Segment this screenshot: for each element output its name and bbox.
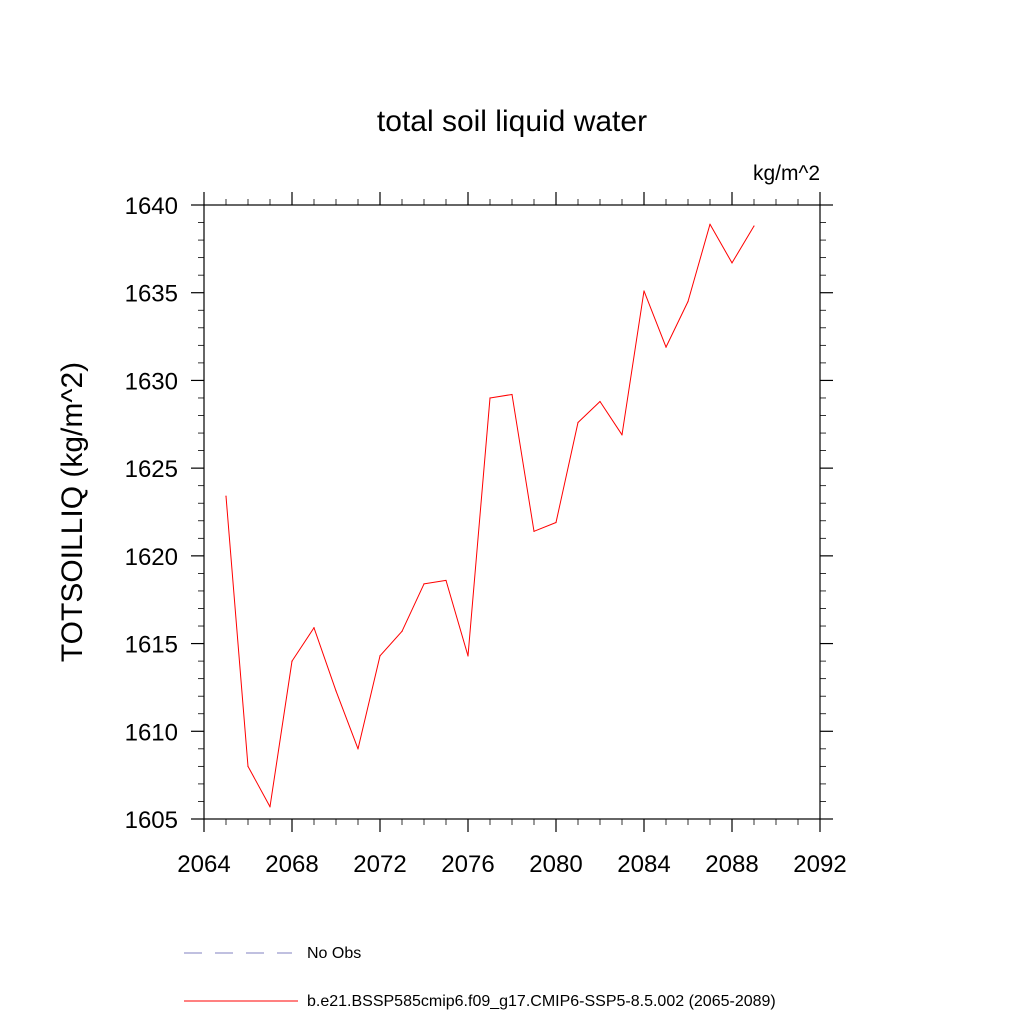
data-point <box>643 290 645 292</box>
y-tick-label: 1615 <box>125 632 178 659</box>
y-tick-label: 1635 <box>125 281 178 308</box>
data-point <box>401 630 403 632</box>
y-tick-label: 1630 <box>125 368 178 395</box>
data-point <box>225 495 227 497</box>
line-segment <box>687 223 711 302</box>
tick-labels: 2064 2068 2072 2076 2080 2084 2088 2092 1605 1610… <box>125 193 847 878</box>
data-point <box>621 434 623 436</box>
y-tick-label: 1640 <box>125 193 178 220</box>
data-point <box>445 579 447 582</box>
line-segment <box>643 290 667 348</box>
line-segment <box>621 290 645 436</box>
data-point <box>357 748 359 750</box>
data-point <box>269 806 271 808</box>
legend-label-no-obs: No Obs <box>307 945 361 962</box>
data-point <box>731 262 733 264</box>
line-segment <box>577 400 601 424</box>
line-segment <box>247 765 271 808</box>
plot-frame <box>203 204 821 820</box>
data-point <box>423 583 425 585</box>
x-tick-label: 2072 <box>353 851 406 878</box>
data-point <box>709 223 711 225</box>
data-point <box>335 690 337 692</box>
x-tick-label: 2088 <box>705 851 758 878</box>
series-layer <box>225 223 755 808</box>
line-segment <box>599 400 623 436</box>
line-segment <box>357 655 381 750</box>
data-point <box>555 521 557 524</box>
line-segment <box>709 223 733 264</box>
legend-label-model-run: b.e21.BSSP585cmip6.f09_g17.CMIP6-SSP5-8.… <box>307 993 776 1010</box>
x-tick-label: 2076 <box>441 851 494 878</box>
data-point <box>577 421 579 424</box>
line-segment <box>555 422 579 524</box>
line-segment <box>731 225 755 264</box>
data-point <box>599 400 601 403</box>
line-segment <box>225 495 249 767</box>
units-label: kg/m^2 <box>753 162 820 185</box>
line-segment <box>335 690 359 750</box>
data-point <box>687 300 689 303</box>
line-segment <box>511 393 535 532</box>
data-point <box>533 530 535 532</box>
data-point <box>665 346 667 348</box>
y-tick-label: 1620 <box>125 544 178 571</box>
data-point <box>511 393 513 396</box>
data-point <box>379 655 381 657</box>
line-segment <box>445 579 469 657</box>
line-segment <box>291 627 315 662</box>
x-tick-label: 2084 <box>617 851 670 878</box>
line-segment <box>401 583 425 632</box>
data-point <box>291 660 293 662</box>
minor-ticks <box>198 199 826 825</box>
x-tick-label: 2068 <box>265 851 318 878</box>
x-tick-label: 2064 <box>177 851 230 878</box>
y-axis-label: TOTSOILLIQ (kg/m^2) <box>56 362 89 662</box>
x-tick-label: 2092 <box>793 851 846 878</box>
line-segment <box>665 300 689 348</box>
y-tick-label: 1605 <box>125 807 178 834</box>
legend: No Obs b.e21.BSSP585cmip6.f09_g17.CMIP6-… <box>184 945 776 1010</box>
series-line <box>225 223 755 808</box>
line-segment <box>269 660 293 808</box>
data-point <box>247 765 249 767</box>
line-segment <box>533 522 557 532</box>
line-segment <box>313 627 337 692</box>
data-point <box>313 627 315 629</box>
major-ticks <box>191 192 833 832</box>
y-tick-label: 1625 <box>125 456 178 483</box>
y-tick-label: 1610 <box>125 719 178 746</box>
chart-title: total soil liquid water <box>377 105 647 138</box>
x-tick-label: 2080 <box>529 851 582 878</box>
data-point <box>489 397 491 399</box>
data-point <box>753 225 755 227</box>
data-point <box>467 655 469 657</box>
line-segment <box>379 630 403 657</box>
line-segment <box>467 397 491 657</box>
line-segment <box>423 579 447 585</box>
line-segment <box>489 393 513 399</box>
